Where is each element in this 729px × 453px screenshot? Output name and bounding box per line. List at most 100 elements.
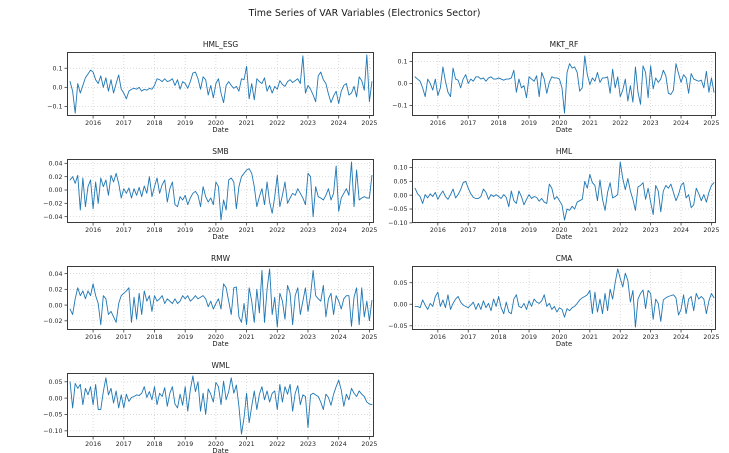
svg-text:0.0: 0.0	[52, 85, 62, 92]
svg-text:2016: 2016	[430, 227, 446, 234]
svg-text:−0.1: −0.1	[47, 104, 62, 111]
svg-text:2024: 2024	[673, 120, 689, 127]
svg-text:0.0: 0.0	[397, 81, 407, 88]
subplot-rmw: RMW 2016 2017 2018 2019 2020 2021 2022 2023 2024…	[43, 254, 377, 348]
svg-text:−0.02: −0.02	[43, 201, 62, 208]
svg-text:0.00: 0.00	[393, 301, 407, 308]
svg-text:2016: 2016	[85, 334, 101, 341]
subplot-title-mkt-rf: MKT_RF	[549, 40, 579, 49]
svg-text:2024: 2024	[673, 227, 689, 234]
svg-text:2021: 2021	[239, 120, 255, 127]
svg-text:2019: 2019	[521, 334, 537, 341]
svg-text:2020: 2020	[208, 441, 224, 448]
svg-text:2020: 2020	[208, 227, 224, 234]
svg-text:2018: 2018	[146, 334, 162, 341]
subplot-title-cma: CMA	[555, 254, 573, 263]
svg-text:2023: 2023	[643, 120, 659, 127]
subplot-title-rmw: RMW	[210, 254, 231, 263]
mkt-rf-plot-area: 2016 2017 2018 2019 2020 2021 2022 2023 2024 2025…	[392, 52, 719, 127]
svg-text:0.00: 0.00	[393, 192, 407, 199]
svg-text:2025: 2025	[361, 441, 377, 448]
svg-text:2016: 2016	[85, 441, 101, 448]
svg-text:2024: 2024	[331, 441, 347, 448]
svg-text:2017: 2017	[460, 120, 476, 127]
svg-text:2020: 2020	[551, 227, 567, 234]
svg-text:2021: 2021	[582, 120, 598, 127]
svg-text:2018: 2018	[146, 227, 162, 234]
subplot-cma: CMA 2016 2017 2018 2019 2020 2021 2022 2023 2024…	[388, 254, 719, 348]
svg-text:2024: 2024	[331, 227, 347, 234]
svg-text:0.02: 0.02	[48, 174, 62, 181]
svg-text:2017: 2017	[116, 441, 132, 448]
svg-text:2025: 2025	[703, 120, 719, 127]
svg-text:−0.10: −0.10	[43, 428, 62, 435]
x-axis-label: Date	[212, 447, 229, 453]
svg-text:−0.10: −0.10	[388, 220, 407, 227]
svg-text:2017: 2017	[116, 120, 132, 127]
svg-text:2021: 2021	[239, 441, 255, 448]
svg-text:2016: 2016	[85, 227, 101, 234]
svg-text:0.05: 0.05	[393, 280, 407, 287]
svg-text:0.00: 0.00	[48, 302, 62, 309]
svg-text:2019: 2019	[521, 120, 537, 127]
svg-text:2025: 2025	[361, 334, 377, 341]
svg-text:2024: 2024	[331, 334, 347, 341]
svg-text:0.00: 0.00	[48, 187, 62, 194]
svg-text:2019: 2019	[177, 120, 193, 127]
svg-text:2023: 2023	[300, 334, 316, 341]
svg-text:−0.05: −0.05	[43, 412, 62, 419]
svg-text:2021: 2021	[582, 227, 598, 234]
subplot-smb: SMB 2016 2017 2018 2019 2020 2021 2022 2023 2024…	[43, 147, 377, 241]
hml-plot-area: 2016 2017 2018 2019 2020 2021 2022 2023 2024 2025…	[388, 159, 719, 234]
svg-text:2017: 2017	[460, 334, 476, 341]
subplot-hml-esg: HML_ESG 2016 2017 2018 2019 2020 2021 2022 2023…	[47, 40, 377, 134]
svg-text:2017: 2017	[460, 227, 476, 234]
x-axis-label: Date	[555, 340, 573, 348]
svg-text:2018: 2018	[491, 227, 507, 234]
subplot-title-smb: SMB	[212, 147, 229, 156]
svg-text:2023: 2023	[643, 227, 659, 234]
svg-text:2019: 2019	[177, 334, 193, 341]
svg-text:2017: 2017	[116, 334, 132, 341]
svg-text:2022: 2022	[269, 334, 285, 341]
subplot-title-wml: WML	[211, 361, 230, 370]
subplot-title-hml-esg: HML_ESG	[202, 40, 239, 49]
svg-text:2021: 2021	[582, 334, 598, 341]
subplot-wml: WML 2016 2017 2018 2019 2020 2021 2022 2023 2024…	[43, 361, 377, 453]
svg-text:2022: 2022	[612, 120, 628, 127]
svg-text:2018: 2018	[491, 120, 507, 127]
svg-text:2016: 2016	[430, 120, 446, 127]
svg-text:2023: 2023	[300, 120, 316, 127]
svg-text:2018: 2018	[146, 120, 162, 127]
x-axis-label: Date	[555, 126, 573, 134]
smb-plot-area: 2016 2017 2018 2019 2020 2021 2022 2023 2024 2025…	[43, 159, 377, 234]
svg-text:2023: 2023	[300, 227, 316, 234]
x-axis-label: Date	[212, 233, 229, 241]
svg-text:−0.05: −0.05	[388, 206, 407, 213]
svg-text:2020: 2020	[551, 334, 567, 341]
svg-text:2022: 2022	[269, 441, 285, 448]
svg-text:2020: 2020	[208, 334, 224, 341]
svg-text:2017: 2017	[116, 227, 132, 234]
svg-text:2022: 2022	[269, 120, 285, 127]
svg-text:2021: 2021	[239, 334, 255, 341]
svg-text:0.1: 0.1	[397, 59, 407, 66]
cma-plot-area: 2016 2017 2018 2019 2020 2021 2022 2023 2024 2025…	[388, 266, 719, 341]
x-axis-label: Date	[212, 340, 229, 348]
svg-text:2025: 2025	[703, 334, 719, 341]
svg-text:2018: 2018	[491, 334, 507, 341]
svg-text:2025: 2025	[703, 227, 719, 234]
svg-text:2018: 2018	[146, 441, 162, 448]
svg-text:0.02: 0.02	[48, 287, 62, 294]
svg-text:−0.02: −0.02	[43, 318, 62, 325]
wml-plot-area: 2016 2017 2018 2019 2020 2021 2022 2023 2024 2025…	[43, 373, 377, 448]
svg-text:2024: 2024	[673, 334, 689, 341]
subplot-hml: HML 2016 2017 2018 2019 2020 2021 2022 2023 2024…	[388, 147, 719, 241]
svg-text:−0.05: −0.05	[388, 323, 407, 330]
svg-text:0.00: 0.00	[48, 395, 62, 402]
svg-text:2023: 2023	[643, 334, 659, 341]
svg-text:2022: 2022	[612, 334, 628, 341]
svg-text:−0.1: −0.1	[392, 103, 407, 110]
svg-text:2016: 2016	[430, 334, 446, 341]
svg-text:0.1: 0.1	[52, 65, 62, 72]
